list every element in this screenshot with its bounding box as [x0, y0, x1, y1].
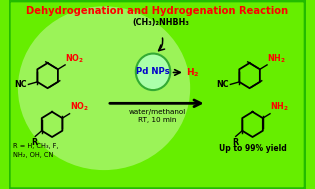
Ellipse shape — [18, 6, 190, 170]
Text: R = H, CH₃, F,
NH₂, OH, CN: R = H, CH₃, F, NH₂, OH, CN — [13, 143, 58, 158]
Text: Up to 99% yield: Up to 99% yield — [219, 144, 286, 153]
Text: water/methanol
RT, 10 min: water/methanol RT, 10 min — [128, 109, 186, 123]
Text: Dehydrogenation and Hydrogenation Reaction: Dehydrogenation and Hydrogenation Reacti… — [26, 6, 289, 16]
Text: $\mathregular{NH_2}$: $\mathregular{NH_2}$ — [270, 101, 289, 113]
Text: Pd NPs: Pd NPs — [136, 67, 170, 76]
Text: $\mathregular{NH_2}$: $\mathregular{NH_2}$ — [267, 52, 286, 65]
Text: R: R — [32, 138, 38, 147]
Circle shape — [136, 53, 170, 90]
Text: (CH₃)₂NHBH₃: (CH₃)₂NHBH₃ — [132, 18, 189, 27]
Text: NC: NC — [14, 80, 27, 89]
Text: R: R — [232, 138, 238, 147]
Text: $\mathregular{NO_2}$: $\mathregular{NO_2}$ — [66, 52, 84, 65]
Text: NC: NC — [216, 80, 229, 89]
Text: $\mathregular{NO_2}$: $\mathregular{NO_2}$ — [70, 101, 89, 113]
Text: $\mathregular{H_2}$: $\mathregular{H_2}$ — [186, 66, 199, 79]
